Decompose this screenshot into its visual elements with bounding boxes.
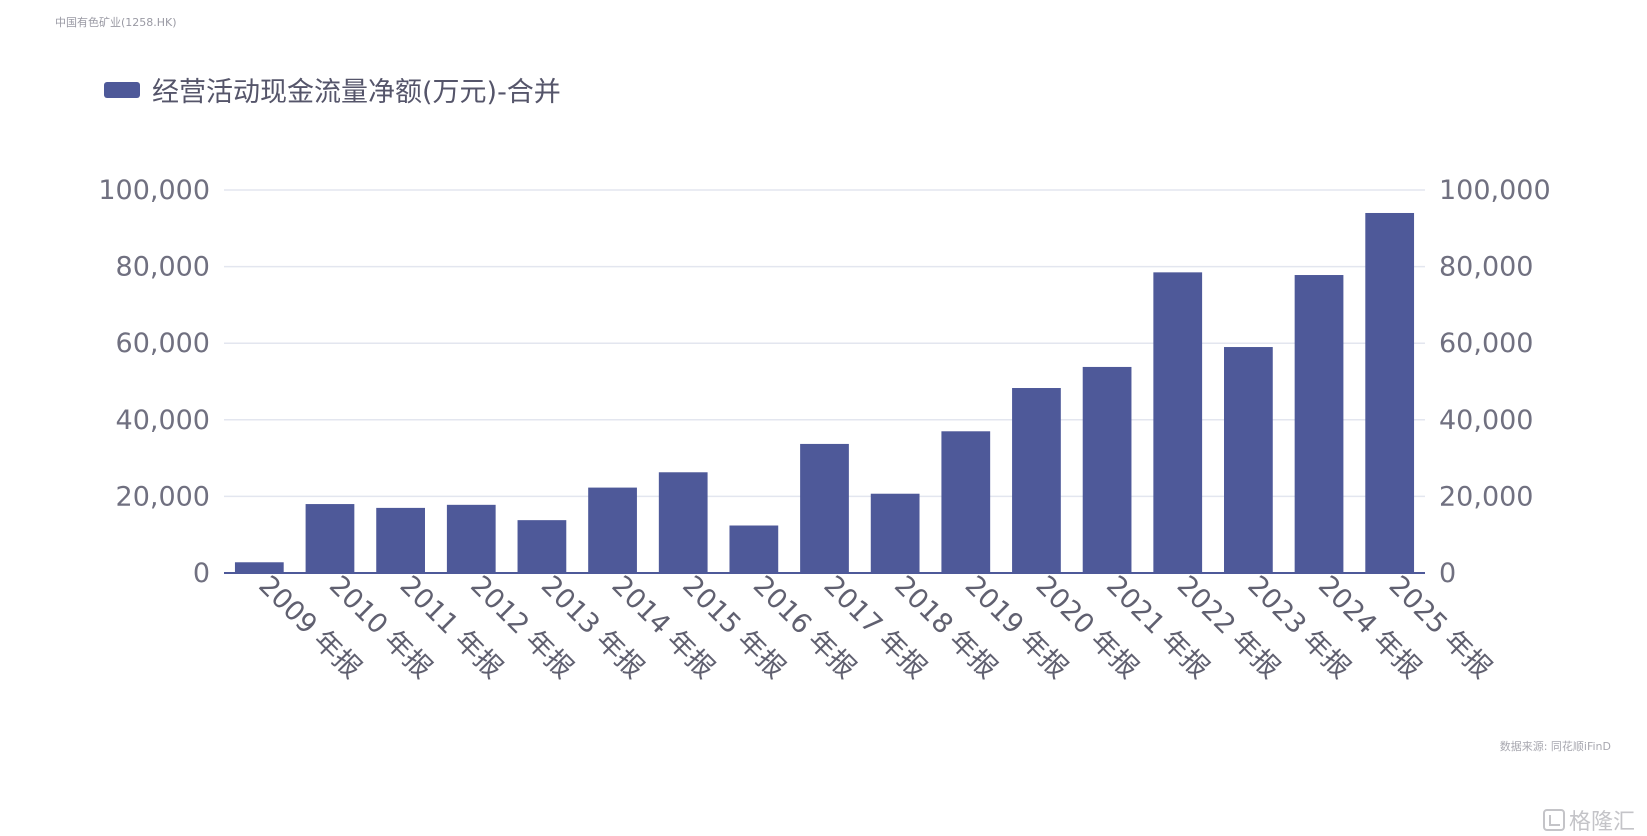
bar: [1365, 212, 1415, 574]
bar: [800, 443, 849, 573]
left-y-axis: 0 20,000 40,000 60,000 80,000 100,000: [98, 175, 210, 589]
bar: [1224, 347, 1273, 573]
bar: [588, 487, 637, 573]
company-label: 中国有色矿业(1258.HK): [55, 16, 177, 29]
bar: [376, 507, 425, 573]
grid-lines: [224, 189, 1425, 498]
bar: [1012, 388, 1061, 573]
y-tick-label-left: 80,000: [116, 252, 210, 283]
right-y-axis: 0 20,000 40,000 60,000 80,000 100,000: [1439, 175, 1551, 589]
y-tick-label-right: 20,000: [1439, 481, 1533, 512]
bar: [941, 431, 991, 573]
legend-swatch: [104, 81, 140, 98]
watermark-logo-icon: [1542, 809, 1565, 831]
bar: [446, 504, 496, 573]
bar: [729, 525, 779, 573]
y-tick-label-left: 20,000: [116, 481, 210, 512]
data-source-label: 数据来源: 同花顺iFinD: [1499, 740, 1611, 753]
y-tick-label-left: 0: [193, 558, 210, 589]
watermark-text: 格隆汇: [1568, 810, 1635, 835]
watermark: 格隆汇: [1542, 804, 1635, 836]
bars: [234, 212, 1415, 574]
y-tick-label-right: 40,000: [1439, 405, 1533, 436]
y-tick-label-right: 100,000: [1439, 175, 1551, 206]
y-tick-label-left: 40,000: [116, 405, 210, 436]
y-tick-label-left: 100,000: [98, 175, 210, 206]
bar: [1153, 272, 1203, 573]
bar: [517, 520, 567, 573]
legend: 经营活动现金流量净额(万元)-合并: [104, 70, 561, 109]
bar: [305, 504, 355, 573]
bar: [870, 493, 920, 573]
bar: [658, 472, 708, 573]
y-tick-label-right: 80,000: [1439, 252, 1533, 283]
y-tick-label-right: 60,000: [1439, 328, 1533, 359]
bar: [1294, 275, 1344, 573]
bar: [234, 562, 284, 573]
legend-label: 经营活动现金流量净额(万元)-合并: [152, 77, 561, 108]
y-tick-label-left: 60,000: [116, 328, 210, 359]
y-tick-label-right: 0: [1439, 558, 1456, 589]
bar: [1082, 366, 1132, 573]
